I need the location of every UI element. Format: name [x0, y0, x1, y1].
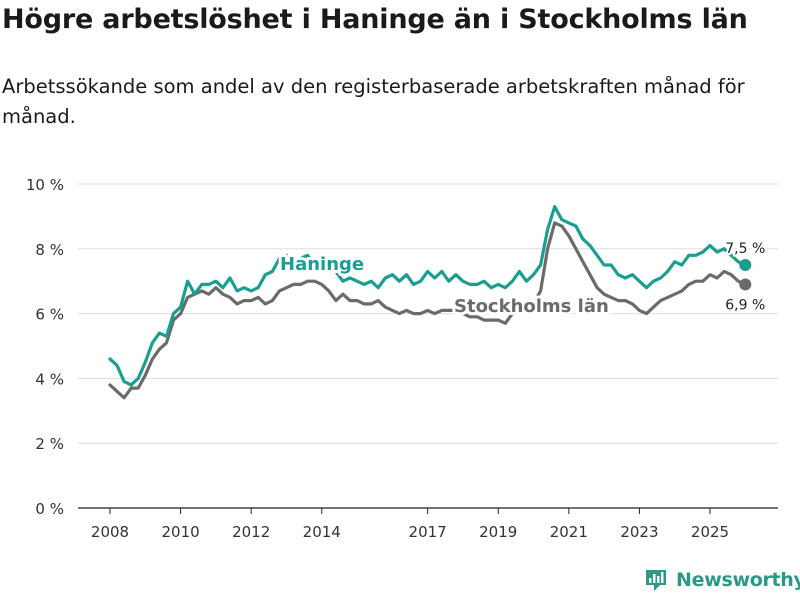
x-tick-label: 2019: [479, 523, 517, 541]
chart-subtitle: Arbetssökande som andel av den registerb…: [2, 75, 745, 128]
y-tick-label: 10 %: [26, 176, 64, 194]
chart-title: Högre arbetslöshet i Haninge än i Stockh…: [2, 4, 748, 35]
series-label-stockholm: Stockholms län: [454, 296, 609, 317]
brand-name: Newsworthy: [676, 569, 800, 591]
endpoint-stockholm: [739, 278, 752, 291]
end-value-label-haninge: 7,5 %: [725, 241, 765, 257]
y-tick-label: 2 %: [35, 435, 64, 453]
y-tick-label: 0 %: [35, 500, 64, 518]
series-line-haninge: [108, 205, 747, 387]
gridlines: [78, 183, 778, 444]
annotations: Haninge Stockholms län 7,5 % 6,9 %: [277, 239, 767, 320]
x-tick-label: 2010: [161, 523, 199, 541]
newsworthy-logo: Newsworthy: [644, 568, 800, 592]
x-tick-label: 2023: [620, 523, 658, 541]
series-line-stockholm: [108, 221, 747, 400]
endpoint-haninge: [739, 259, 752, 271]
x-tick-label: 2021: [550, 523, 588, 541]
series-label-haninge: Haninge: [280, 254, 364, 275]
x-tick-label: 2014: [303, 523, 341, 541]
x-tick-label: 2017: [409, 523, 447, 541]
bar-chart-logo-icon: [646, 570, 666, 591]
x-tick-label: 2025: [691, 523, 729, 541]
axes: 0 % 2 % 4 % 6 % 8 % 10 % 2008 2010 2012 2014 2017 2…: [26, 176, 778, 541]
y-tick-label: 4 %: [35, 370, 64, 388]
x-tick-label: 2012: [232, 523, 270, 541]
end-value-label-stockholm: 6,9 %: [725, 297, 765, 313]
y-tick-label: 8 %: [35, 241, 64, 259]
y-tick-label: 6 %: [35, 306, 64, 324]
series-lines: [108, 205, 752, 400]
x-tick-label: 2008: [91, 523, 129, 541]
